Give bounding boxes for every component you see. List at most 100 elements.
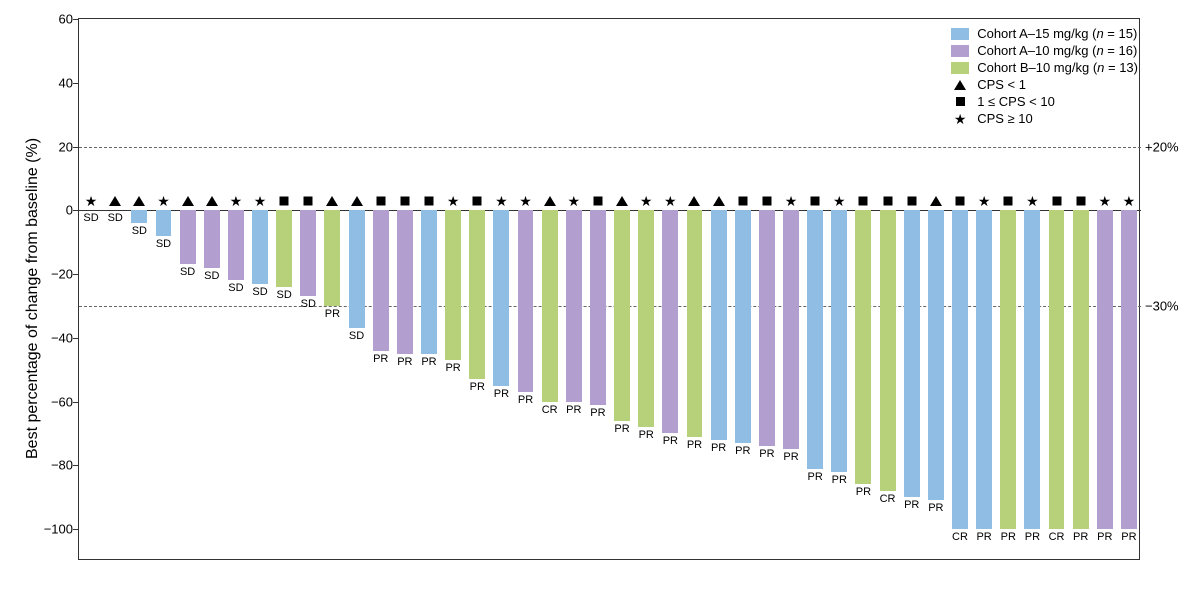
star-marker-icon	[784, 194, 798, 208]
triangle-marker-icon	[616, 196, 628, 206]
triangle-marker-icon	[930, 196, 942, 206]
bar-response-label: CR	[952, 531, 968, 543]
star-marker-icon	[663, 194, 677, 208]
bar	[542, 210, 558, 401]
bar-response-label: SD	[204, 270, 219, 282]
bar	[300, 210, 316, 296]
bar-response-label: PR	[325, 308, 340, 320]
bar-response-label: SD	[349, 330, 364, 342]
square-marker-icon	[859, 196, 868, 205]
star-marker-icon	[1098, 194, 1112, 208]
bar-response-label: PR	[928, 502, 943, 514]
bar	[493, 210, 509, 385]
bar-response-label: CR	[880, 493, 896, 505]
bar	[566, 210, 582, 401]
bar	[638, 210, 654, 427]
bar-response-label: PR	[397, 356, 412, 368]
legend-item: CPS ≥ 10	[951, 111, 1138, 126]
bar	[880, 210, 896, 491]
square-marker-icon	[907, 196, 916, 205]
bar	[590, 210, 606, 404]
bar	[1000, 210, 1016, 529]
bar-response-label: PR	[856, 486, 871, 498]
star-marker-icon	[639, 194, 653, 208]
bar	[276, 210, 292, 287]
bar-response-label: CR	[542, 404, 558, 416]
bar-response-label: PR	[445, 362, 460, 374]
legend-item: CPS < 1	[951, 77, 1138, 92]
bar-response-label: PR	[494, 388, 509, 400]
waterfall-chart: −100−80−60−40−200204060+20%−30%SDSDSDSDS…	[0, 0, 1200, 592]
bar-response-label: SD	[277, 289, 292, 301]
star-marker-icon	[494, 194, 508, 208]
bar-response-label: PR	[614, 423, 629, 435]
bar-response-label: SD	[252, 286, 267, 298]
bar	[662, 210, 678, 433]
bar-response-label: SD	[83, 212, 98, 224]
bar-response-label: PR	[1025, 531, 1040, 543]
square-marker-icon	[883, 196, 892, 205]
bar-response-label: PR	[904, 499, 919, 511]
reference-line-label: +20%	[1139, 139, 1179, 154]
reference-line	[79, 147, 1141, 148]
triangle-marker-icon	[713, 196, 725, 206]
bar	[421, 210, 437, 353]
bar-response-label: PR	[518, 394, 533, 406]
bar-response-label: PR	[1001, 531, 1016, 543]
bar-response-label: SD	[132, 225, 147, 237]
bar	[204, 210, 220, 267]
star-marker-icon	[1122, 194, 1136, 208]
bar-response-label: SD	[301, 298, 316, 310]
square-marker-icon	[762, 196, 771, 205]
square-marker-icon	[1004, 196, 1013, 205]
bar-response-label: PR	[1121, 531, 1136, 543]
legend-item: Cohort A–10 mg/kg (n = 16)	[951, 43, 1138, 58]
bar	[711, 210, 727, 440]
square-marker-icon	[424, 196, 433, 205]
square-marker-icon	[1076, 196, 1085, 205]
triangle-marker-icon	[351, 196, 363, 206]
bar	[1121, 210, 1137, 529]
bar-response-label: PR	[711, 442, 726, 454]
bar-response-label: PR	[759, 448, 774, 460]
star-marker-icon	[953, 112, 967, 126]
bar	[1049, 210, 1065, 529]
bar-response-label: CR	[1049, 531, 1065, 543]
bar	[1097, 210, 1113, 529]
triangle-marker-icon	[182, 196, 194, 206]
bar	[156, 210, 172, 236]
y-axis-title: Best percentage of change from baseline …	[24, 138, 42, 459]
bar-response-label: PR	[735, 445, 750, 457]
legend-item: Cohort B–10 mg/kg (n = 13)	[951, 60, 1138, 75]
square-marker-icon	[473, 196, 482, 205]
square-marker-icon	[956, 97, 965, 106]
legend-swatch	[951, 45, 969, 57]
bar	[131, 210, 147, 223]
bar	[324, 210, 340, 306]
star-marker-icon	[977, 194, 991, 208]
bar	[831, 210, 847, 471]
star-marker-icon	[446, 194, 460, 208]
star-marker-icon	[229, 194, 243, 208]
legend-label: CPS ≥ 10	[977, 111, 1033, 126]
star-marker-icon	[156, 194, 170, 208]
star-marker-icon	[567, 194, 581, 208]
star-marker-icon	[832, 194, 846, 208]
bar	[952, 210, 968, 529]
bar	[904, 210, 920, 497]
bar-response-label: PR	[808, 471, 823, 483]
legend-swatch	[951, 62, 969, 74]
triangle-marker-icon	[688, 196, 700, 206]
legend-label: Cohort A–15 mg/kg (n = 15)	[977, 26, 1137, 41]
bar	[469, 210, 485, 379]
triangle-marker-icon	[133, 196, 145, 206]
bar	[397, 210, 413, 353]
bar	[1024, 210, 1040, 529]
bar	[928, 210, 944, 500]
bar	[1073, 210, 1089, 529]
legend-item: 1 ≤ CPS < 10	[951, 94, 1138, 109]
star-marker-icon	[519, 194, 533, 208]
bar-response-label: PR	[663, 435, 678, 447]
bar-response-label: PR	[783, 451, 798, 463]
bar	[735, 210, 751, 443]
